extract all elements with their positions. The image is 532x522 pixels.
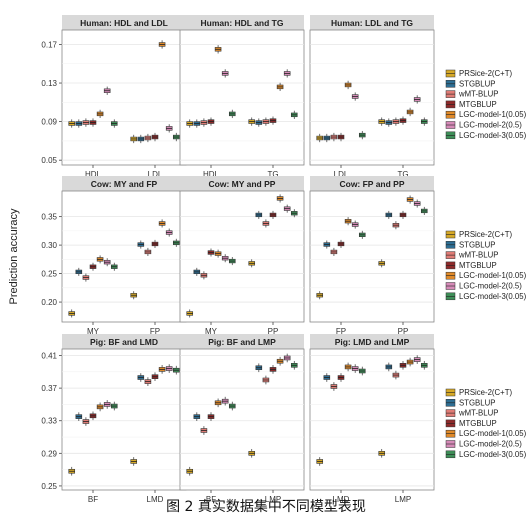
legend-label: LGC-model-1(0.05)	[459, 271, 527, 280]
figure-caption: 图 2 真实数据集中不同模型表现	[166, 499, 366, 515]
panel-title: Human: LDL and TG	[331, 18, 413, 28]
x-tick-label: HDL	[85, 170, 102, 179]
panel-strip	[180, 334, 304, 349]
legend-label: LGC-model-3(0.05)	[459, 131, 527, 140]
panel: Pig: BF and LMP BF LMP	[179, 334, 305, 504]
x-tick-label: LMD	[147, 495, 164, 504]
legend-label: STGBLUP	[459, 398, 495, 407]
panel-title: Pig: BF and LMD	[90, 337, 158, 347]
legend-label: wMT-BLUP	[458, 409, 498, 418]
panel: Cow: MY and PP MY PP	[179, 176, 305, 336]
y-tick-label: 0.25	[41, 270, 57, 279]
y-tick-label: 0.17	[41, 40, 57, 49]
y-axis-label: Prediction accuracy	[8, 208, 20, 304]
panel-strip	[62, 334, 186, 349]
panel-frame	[179, 29, 305, 166]
legend-label: MTGBLUP	[459, 419, 497, 428]
panel-strip	[62, 176, 186, 191]
panel-title: Cow: FP and PP	[339, 179, 404, 189]
x-tick-label: FP	[150, 327, 160, 336]
panel: Cow: MY and FP MY FP	[61, 176, 187, 336]
panel-title: Pig: LMD and LMP	[335, 337, 410, 347]
legend-label: STGBLUP	[459, 240, 495, 249]
panel-frame	[61, 190, 187, 323]
legend-label: LGC-model-3(0.05)	[459, 292, 527, 301]
panel: Pig: BF and LMD BF LMD	[61, 334, 187, 504]
y-tick-label: 0.05	[41, 156, 57, 165]
legend-label: LGC-model-2(0.5)	[459, 282, 522, 291]
y-tick-label: 0.20	[41, 298, 57, 307]
legend-label: MTGBLUP	[459, 261, 497, 270]
x-tick-label: BF	[88, 495, 98, 504]
panel-title: Human: HDL and TG	[201, 18, 284, 28]
legend-label: STGBLUP	[459, 79, 495, 88]
panel-frame	[179, 190, 305, 323]
x-tick-label: LMD	[333, 495, 350, 504]
x-tick-label: PP	[398, 327, 409, 336]
panel: Human: HDL and LDL HDL LDL	[61, 15, 187, 179]
panel-frame	[309, 190, 435, 323]
y-tick-label: 0.09	[41, 118, 57, 127]
panel-frame	[309, 348, 435, 491]
x-tick-label: LDL	[334, 170, 349, 179]
legend-label: PRSice-2(C+T)	[459, 69, 512, 78]
panel: Pig: LMD and LMP LMD LMP	[309, 334, 435, 504]
x-tick-label: FP	[336, 327, 346, 336]
panel-frame	[179, 348, 305, 491]
panel-strip	[180, 176, 304, 191]
legend-label: LGC-model-2(0.5)	[459, 121, 522, 130]
panel-title: Human: HDL and LDL	[80, 18, 168, 28]
panel-title: Cow: MY and PP	[209, 179, 276, 189]
panel: Cow: FP and PP FP PP	[309, 176, 435, 336]
panel-frame	[61, 29, 187, 166]
x-tick-label: TG	[397, 170, 408, 179]
legend-label: LGC-model-1(0.05)	[459, 110, 527, 119]
panel-strip	[310, 176, 434, 191]
panel-strip	[310, 334, 434, 349]
legend-label: LGC-model-3(0.05)	[459, 450, 527, 459]
y-tick-label: 0.29	[41, 449, 57, 458]
y-tick-label: 0.35	[41, 213, 57, 222]
y-tick-label: 0.33	[41, 417, 57, 426]
x-tick-label: LMP	[265, 495, 281, 504]
y-tick-label: 0.25	[41, 482, 57, 491]
legend-label: MTGBLUP	[459, 100, 497, 109]
panel: Human: LDL and TG LDL TG	[309, 15, 435, 179]
panel-frame	[309, 29, 435, 166]
x-tick-label: MY	[87, 327, 100, 336]
legend-label: wMT-BLUP	[458, 251, 498, 260]
x-tick-label: TG	[267, 170, 278, 179]
panel: Human: HDL and TG HDL TG	[179, 15, 305, 179]
y-tick-label: 0.37	[41, 384, 57, 393]
panel-strip	[180, 15, 304, 30]
panel-title: Cow: MY and FP	[91, 179, 158, 189]
y-tick-label: 0.13	[41, 79, 57, 88]
x-tick-label: LMP	[395, 495, 411, 504]
x-tick-label: LDL	[148, 170, 163, 179]
y-tick-label: 0.41	[41, 352, 57, 361]
legend-label: LGC-model-1(0.05)	[459, 429, 527, 438]
legend-label: PRSice-2(C+T)	[459, 230, 512, 239]
panel-strip	[310, 15, 434, 30]
x-tick-label: PP	[268, 327, 279, 336]
panel-title: Pig: BF and LMP	[208, 337, 276, 347]
y-tick-label: 0.30	[41, 241, 57, 250]
x-tick-label: BF	[206, 495, 216, 504]
panel-strip	[62, 15, 186, 30]
x-tick-label: HDL	[203, 170, 220, 179]
x-tick-label: MY	[205, 327, 218, 336]
legend-label: LGC-model-2(0.5)	[459, 440, 522, 449]
legend-label: PRSice-2(C+T)	[459, 388, 512, 397]
legend-label: wMT-BLUP	[458, 90, 498, 99]
